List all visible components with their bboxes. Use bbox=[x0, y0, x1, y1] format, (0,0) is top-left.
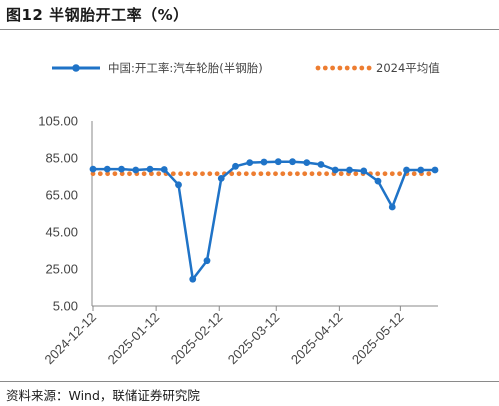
series-point bbox=[431, 166, 439, 174]
average-dot bbox=[287, 171, 293, 177]
y-tick-labels: 105.00 85.00 65.00 45.00 25.00 5.00 bbox=[38, 114, 78, 314]
series-point bbox=[260, 158, 268, 166]
series-markers bbox=[89, 158, 439, 283]
series-point bbox=[160, 166, 168, 173]
series-point bbox=[374, 177, 382, 185]
average-dot bbox=[302, 171, 308, 177]
series-point bbox=[132, 166, 140, 174]
legend-average-dot bbox=[322, 65, 328, 71]
average-dot bbox=[338, 171, 344, 177]
series-line bbox=[93, 160, 435, 281]
y-tick-label: 5.00 bbox=[53, 299, 78, 314]
average-dot bbox=[273, 171, 278, 177]
average-dot bbox=[156, 171, 162, 177]
series-point bbox=[189, 275, 197, 283]
series-point bbox=[403, 166, 410, 174]
series-point bbox=[346, 166, 353, 174]
series-point bbox=[317, 161, 325, 168]
y-tick-label: 105.00 bbox=[38, 114, 78, 129]
average-dot bbox=[236, 171, 242, 177]
average-dot bbox=[127, 171, 132, 177]
x-tick-labels: 2024-12-12 2025-01-12 2025-02-12 2025-03-12… bbox=[41, 310, 406, 368]
average-dot bbox=[200, 171, 205, 177]
x-tick-marks bbox=[92, 306, 401, 311]
legend-marker-series bbox=[72, 64, 80, 72]
legend-average-dot bbox=[366, 65, 372, 71]
average-series bbox=[90, 171, 432, 177]
average-dot bbox=[258, 171, 264, 177]
average-dot bbox=[426, 171, 432, 177]
average-dot bbox=[214, 171, 220, 177]
series-point bbox=[118, 165, 125, 173]
y-tick-label: 45.00 bbox=[45, 225, 78, 240]
average-dot bbox=[105, 171, 110, 177]
average-dot bbox=[229, 171, 235, 177]
average-dot bbox=[411, 171, 417, 177]
legend-label-series: 中国:开工率:汽车轮胎(半钢胎) bbox=[108, 61, 263, 75]
series-point bbox=[146, 165, 154, 173]
average-dot bbox=[324, 171, 329, 177]
average-dot bbox=[149, 171, 154, 177]
legend-average-dot bbox=[315, 65, 321, 71]
legend-average-dot bbox=[344, 65, 350, 71]
legend-average-dot bbox=[352, 65, 357, 71]
top-divider bbox=[0, 29, 499, 30]
bottom-divider bbox=[0, 381, 499, 382]
source-note: 资料来源：Wind，联储证券研究院 bbox=[6, 388, 200, 403]
legend-average-dot bbox=[330, 65, 335, 71]
average-dot bbox=[309, 171, 315, 177]
average-dot bbox=[178, 171, 184, 177]
average-dot bbox=[112, 171, 118, 177]
chart-legend: 中国:开工率:汽车轮胎(半钢胎) 2024平均值 bbox=[52, 61, 440, 75]
legend-swatch-average bbox=[315, 65, 372, 71]
average-dot bbox=[97, 171, 103, 177]
series-point bbox=[203, 257, 211, 265]
average-dot bbox=[185, 171, 191, 177]
average-dot bbox=[243, 171, 249, 177]
average-dot bbox=[389, 171, 395, 177]
legend-average-dot bbox=[337, 65, 343, 71]
series-point bbox=[246, 159, 254, 167]
y-tick-label: 65.00 bbox=[45, 188, 78, 203]
average-dot bbox=[353, 171, 359, 177]
y-tick-label: 85.00 bbox=[45, 151, 78, 166]
x-tick-label: 2025-05-12 bbox=[349, 310, 407, 368]
average-dot bbox=[382, 171, 388, 177]
series-point bbox=[175, 181, 182, 189]
legend-average-dot bbox=[359, 65, 365, 71]
average-dot bbox=[119, 171, 125, 177]
series-point bbox=[289, 158, 296, 166]
x-tick-label: 2025-03-12 bbox=[225, 310, 283, 368]
series-point bbox=[331, 166, 339, 174]
x-tick-label: 2025-02-12 bbox=[168, 310, 226, 368]
average-dot bbox=[280, 171, 286, 177]
average-dot bbox=[141, 171, 147, 177]
series-point bbox=[388, 203, 396, 211]
legend-label-average: 2024平均值 bbox=[376, 61, 440, 75]
average-dot bbox=[265, 171, 271, 177]
y-tick-label: 25.00 bbox=[45, 262, 78, 277]
x-tick-label: 2025-04-12 bbox=[288, 310, 346, 368]
average-dot bbox=[207, 171, 213, 177]
series-point bbox=[417, 166, 425, 174]
average-dot bbox=[170, 171, 176, 177]
series-point bbox=[360, 167, 368, 175]
series-point bbox=[303, 159, 311, 167]
line-chart: 中国:开工率:汽车轮胎(半钢胎) 2024平均值 105.00 85.00 65.0… bbox=[38, 61, 440, 368]
average-dot bbox=[251, 171, 256, 177]
series-point bbox=[217, 174, 225, 182]
x-tick-label: 2025-01-12 bbox=[105, 310, 163, 368]
series-point bbox=[89, 165, 97, 173]
series-point bbox=[103, 165, 111, 173]
x-tick-label: 2024-12-12 bbox=[41, 310, 99, 368]
series-point bbox=[232, 162, 239, 170]
series-point bbox=[274, 158, 282, 166]
average-dot bbox=[375, 171, 381, 177]
average-dot bbox=[192, 171, 198, 177]
average-dot bbox=[90, 171, 96, 177]
average-dot bbox=[295, 171, 300, 177]
average-dot bbox=[316, 171, 322, 177]
figure-title: 图12 半钢胎开工率（%） bbox=[6, 6, 189, 24]
average-dot bbox=[397, 171, 402, 177]
